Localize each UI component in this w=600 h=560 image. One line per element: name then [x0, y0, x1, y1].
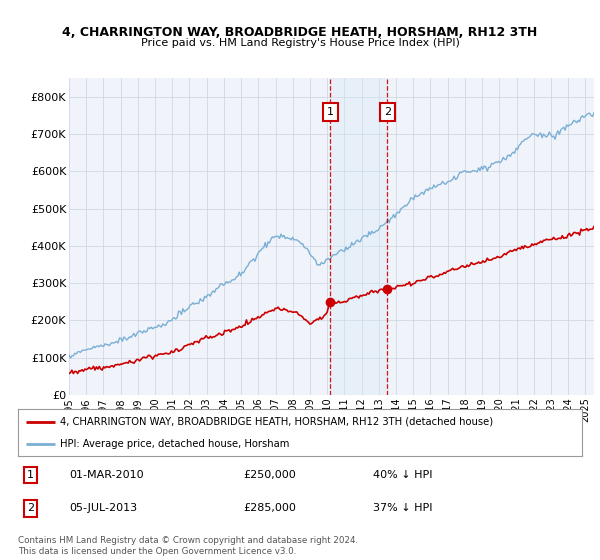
Text: 2: 2	[27, 503, 34, 514]
Text: 1: 1	[326, 107, 334, 117]
Text: 1: 1	[27, 470, 34, 480]
Text: 01-MAR-2010: 01-MAR-2010	[69, 470, 143, 480]
Text: Contains HM Land Registry data © Crown copyright and database right 2024.
This d: Contains HM Land Registry data © Crown c…	[18, 536, 358, 556]
Text: 40% ↓ HPI: 40% ↓ HPI	[373, 470, 433, 480]
Text: HPI: Average price, detached house, Horsham: HPI: Average price, detached house, Hors…	[60, 438, 290, 449]
Text: 2: 2	[384, 107, 391, 117]
Bar	[330, 78, 388, 395]
Text: 4, CHARRINGTON WAY, BROADBRIDGE HEATH, HORSHAM, RH12 3TH: 4, CHARRINGTON WAY, BROADBRIDGE HEATH, H…	[62, 26, 538, 39]
Text: £250,000: £250,000	[244, 470, 296, 480]
Text: 37% ↓ HPI: 37% ↓ HPI	[373, 503, 433, 514]
Text: Price paid vs. HM Land Registry's House Price Index (HPI): Price paid vs. HM Land Registry's House …	[140, 38, 460, 48]
Text: £285,000: £285,000	[244, 503, 296, 514]
Text: 05-JUL-2013: 05-JUL-2013	[69, 503, 137, 514]
Text: 4, CHARRINGTON WAY, BROADBRIDGE HEATH, HORSHAM, RH12 3TH (detached house): 4, CHARRINGTON WAY, BROADBRIDGE HEATH, H…	[60, 417, 493, 427]
